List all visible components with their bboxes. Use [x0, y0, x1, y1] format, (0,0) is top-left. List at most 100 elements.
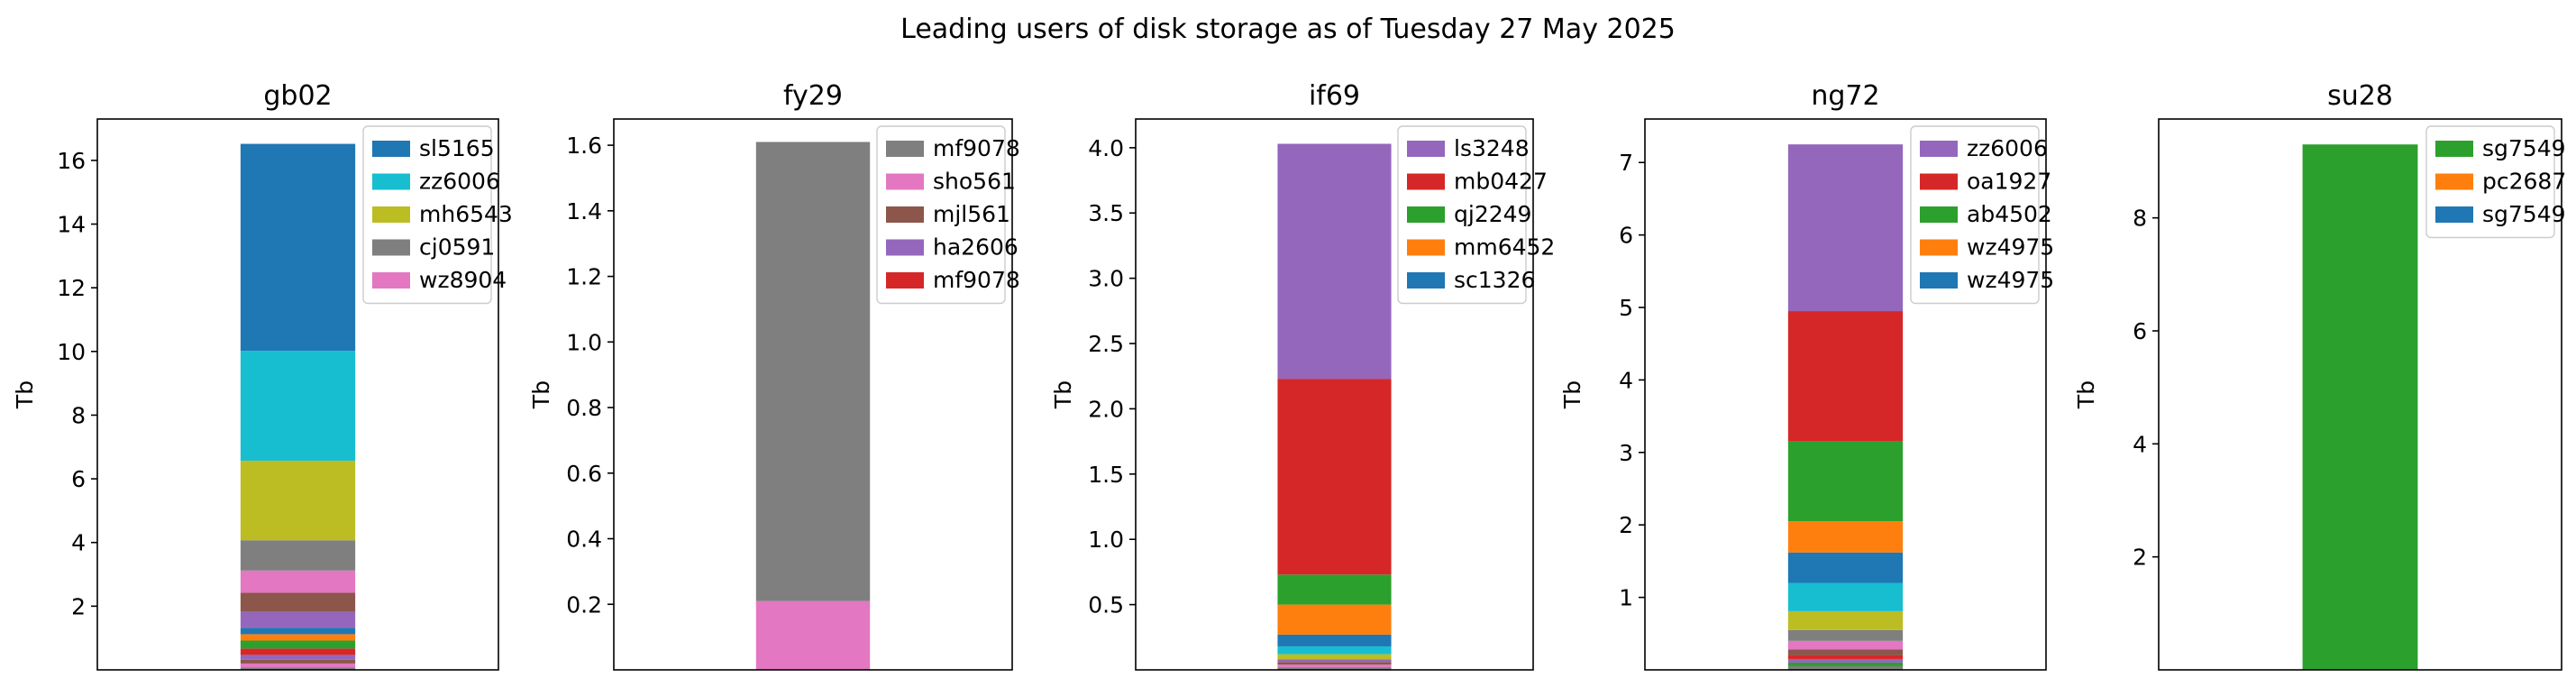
y-tick-label: 1.2 — [566, 264, 602, 290]
legend-label: ls3248 — [1454, 135, 1530, 161]
y-tick-label: 0.6 — [566, 461, 602, 487]
legend-label: cj0591 — [419, 234, 495, 261]
legend-swatch — [886, 206, 924, 223]
bar-segment-4 — [1277, 659, 1392, 663]
y-tick-label: 7 — [1619, 150, 1633, 176]
y-tick-label: 4.0 — [1088, 135, 1124, 161]
legend-swatch — [886, 173, 924, 190]
y-tick-label: 2 — [71, 593, 86, 619]
y-tick-label: 0.2 — [566, 591, 602, 618]
bar-segment-15 — [240, 143, 356, 352]
y-tick-label: 12 — [57, 275, 86, 301]
legend-label: ha2606 — [933, 234, 1019, 261]
legend: sg7549 pc2687 sg7549 — [2425, 125, 2566, 239]
bar-segment-12 — [240, 540, 356, 571]
legend-swatch — [372, 206, 410, 223]
y-tick-label: 2 — [1619, 512, 1633, 538]
legend-swatch — [1920, 141, 1958, 157]
y-tick-label: 1.0 — [566, 329, 602, 355]
bar-segment-14 — [1787, 144, 1904, 312]
legend-label: zz6006 — [419, 169, 500, 195]
y-tick-label: 4 — [2133, 431, 2147, 457]
axes-frame — [1644, 118, 2047, 671]
bar-segment-8 — [1277, 604, 1392, 635]
legend-swatch — [886, 272, 924, 289]
legend-swatch — [2435, 173, 2473, 190]
legend-swatch — [1407, 173, 1445, 190]
y-axis-label: Tb — [528, 380, 554, 409]
y-tick-label: 8 — [2133, 206, 2147, 232]
legend-label: oa1927 — [1967, 169, 2051, 195]
y-tick-label: 2.0 — [1088, 396, 1124, 422]
bar-segment-9 — [1277, 574, 1392, 605]
bar-segment-11 — [1277, 143, 1392, 380]
axes-frame — [613, 118, 1013, 671]
legend-label: ab4502 — [1967, 201, 2052, 227]
legend-label: mh6543 — [419, 201, 513, 227]
axes-frame — [1135, 118, 1534, 671]
panel-gb02: 2 4 6 8 10 12 14 16 gb02 Tb sl5165 zz6006 mh6543 cj05… — [12, 80, 513, 671]
bar-segment-1 — [2302, 144, 2418, 670]
legend-label: sc1326 — [1454, 267, 1535, 293]
panel-ng72: 1 2 3 4 5 6 7 ng72 Tb zz6006 oa1927 ab4502 wz4975 wz4… — [1559, 80, 2054, 671]
legend-swatch — [1920, 206, 1958, 223]
legend-swatch — [372, 239, 410, 256]
bar-segment-10 — [1277, 379, 1392, 575]
legend-swatch — [886, 239, 924, 256]
panel-fy29: 0.2 0.4 0.6 0.8 1.0 1.2 1.4 1.6 fy29 Tb mf9078 sho5… — [528, 80, 1020, 671]
legend-label: mf9078 — [933, 135, 1020, 161]
legend-label: mjl561 — [933, 201, 1010, 227]
legend-label: mb0427 — [1454, 169, 1548, 195]
bar-segment-6 — [1277, 646, 1392, 655]
y-axis-label: Tb — [12, 380, 38, 409]
y-tick-label: 5 — [1619, 295, 1633, 321]
bar-segment-5 — [1787, 649, 1904, 655]
panel-title: su28 — [2327, 80, 2393, 112]
bar-segment-12 — [1787, 441, 1904, 522]
y-tick-label: 1 — [1619, 585, 1633, 611]
axes-frame — [2158, 118, 2562, 671]
bar-segment-1 — [1787, 665, 1904, 670]
y-tick-label: 14 — [57, 212, 86, 238]
legend-label: wz4975 — [1967, 234, 2054, 261]
legend: ls3248 mb0427 qj2249 mm6452 sc1326 — [1397, 125, 1555, 305]
y-tick-label: 2.5 — [1088, 331, 1124, 357]
axes-frame — [96, 118, 499, 671]
legend-swatch — [372, 173, 410, 190]
panel-title: if69 — [1309, 80, 1360, 112]
bar-segment-10 — [240, 592, 356, 612]
legend-swatch — [372, 141, 410, 157]
legend-box — [876, 125, 1006, 305]
bar-segment-1 — [1277, 667, 1392, 670]
legend-swatch — [2435, 141, 2473, 157]
legend-swatch — [886, 141, 924, 157]
bar-segment-6 — [1787, 640, 1904, 650]
legend-label: wz4975 — [1967, 267, 2054, 293]
legend-label: sl5165 — [419, 135, 495, 161]
y-tick-label: 1.5 — [1088, 462, 1124, 488]
legend-swatch — [1407, 272, 1445, 289]
bar-segment-11 — [240, 570, 356, 593]
y-tick-label: 1.4 — [566, 198, 602, 224]
y-tick-label: 6 — [71, 466, 86, 492]
y-tick-label: 1.0 — [1088, 527, 1124, 553]
legend: sl5165 zz6006 mh6543 cj0591 wz8904 — [362, 125, 513, 305]
y-tick-label: 2 — [2133, 545, 2147, 571]
legend-label: pc2687 — [2482, 169, 2566, 195]
y-axis-label: Tb — [2073, 380, 2099, 409]
y-tick-label: 0.5 — [1088, 592, 1124, 618]
y-tick-label: 3.5 — [1088, 200, 1124, 226]
bar-segment-8 — [240, 627, 356, 635]
panel-title: fy29 — [783, 80, 843, 112]
bar-segment-11 — [1787, 521, 1904, 553]
bar-segment-2 — [755, 142, 871, 601]
bar-segment-6 — [240, 640, 356, 649]
y-tick-label: 3.0 — [1088, 266, 1124, 292]
legend-swatch — [1407, 239, 1445, 256]
legend-swatch — [1920, 173, 1958, 190]
legend-label: sg7549 — [2482, 135, 2566, 161]
y-axis-label: Tb — [1050, 380, 1076, 409]
panel-su28: 2 4 6 8 su28 Tb sg7549 pc2687 sg7549 — [2073, 80, 2566, 671]
y-tick-label: 10 — [57, 339, 86, 365]
